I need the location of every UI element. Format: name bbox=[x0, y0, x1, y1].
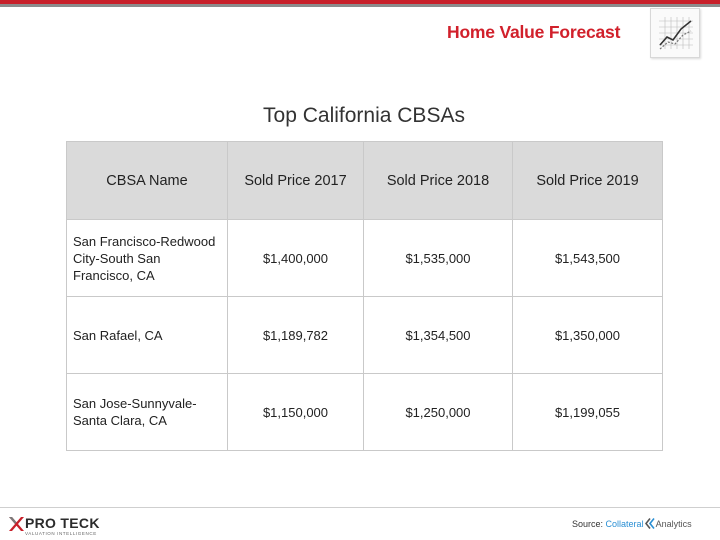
top-divider-bar bbox=[0, 4, 720, 7]
source-credit: Source: Collateral Analytics bbox=[572, 518, 692, 531]
price-2019-cell: $1,543,500 bbox=[512, 219, 663, 297]
table-header-row: CBSA Name Sold Price 2017 Sold Price 201… bbox=[66, 141, 663, 220]
table-row: San Jose-Sunnyvale-Santa Clara, CA $1,15… bbox=[66, 373, 663, 451]
source-label: Source: bbox=[572, 519, 604, 529]
column-header: CBSA Name bbox=[66, 141, 228, 220]
price-2017-cell: $1,189,782 bbox=[227, 296, 364, 374]
top-accent-bar bbox=[0, 0, 720, 4]
column-header: Sold Price 2017 bbox=[227, 141, 364, 220]
x-mark-icon bbox=[9, 517, 24, 531]
price-2018-cell: $1,250,000 bbox=[363, 373, 513, 451]
slide-title: Top California CBSAs bbox=[263, 104, 465, 127]
column-header: Sold Price 2018 bbox=[363, 141, 513, 220]
table-row: San Francisco-Redwood City-South San Fra… bbox=[66, 219, 663, 297]
header-title: Home Value Forecast bbox=[447, 22, 621, 42]
source-brand-collateral: Collateral bbox=[605, 519, 644, 529]
table-row: San Rafael, CA $1,189,782 $1,354,500 $1,… bbox=[66, 296, 663, 374]
cbsa-name-cell: San Rafael, CA bbox=[66, 296, 228, 374]
price-2017-cell: $1,150,000 bbox=[227, 373, 364, 451]
price-2019-cell: $1,199,055 bbox=[512, 373, 663, 451]
price-2017-cell: $1,400,000 bbox=[227, 219, 364, 297]
logo-tagline: VALUATION INTELLIGENCE bbox=[25, 531, 97, 536]
footer-divider bbox=[0, 507, 720, 508]
price-2018-cell: $1,535,000 bbox=[363, 219, 513, 297]
chevron-icon bbox=[644, 518, 655, 531]
line-chart-icon bbox=[650, 8, 700, 58]
cbsa-name-cell: San Francisco-Redwood City-South San Fra… bbox=[66, 219, 228, 297]
column-header: Sold Price 2019 bbox=[512, 141, 663, 220]
cbsa-name-cell: San Jose-Sunnyvale-Santa Clara, CA bbox=[66, 373, 228, 451]
source-brand-analytics: Analytics bbox=[655, 519, 692, 529]
price-2018-cell: $1,354,500 bbox=[363, 296, 513, 374]
proteck-logo: PRO TECK VALUATION INTELLIGENCE bbox=[8, 515, 118, 537]
cbsa-table: CBSA Name Sold Price 2017 Sold Price 201… bbox=[66, 141, 663, 451]
logo-wordmark: PRO TECK bbox=[25, 515, 100, 531]
price-2019-cell: $1,350,000 bbox=[512, 296, 663, 374]
